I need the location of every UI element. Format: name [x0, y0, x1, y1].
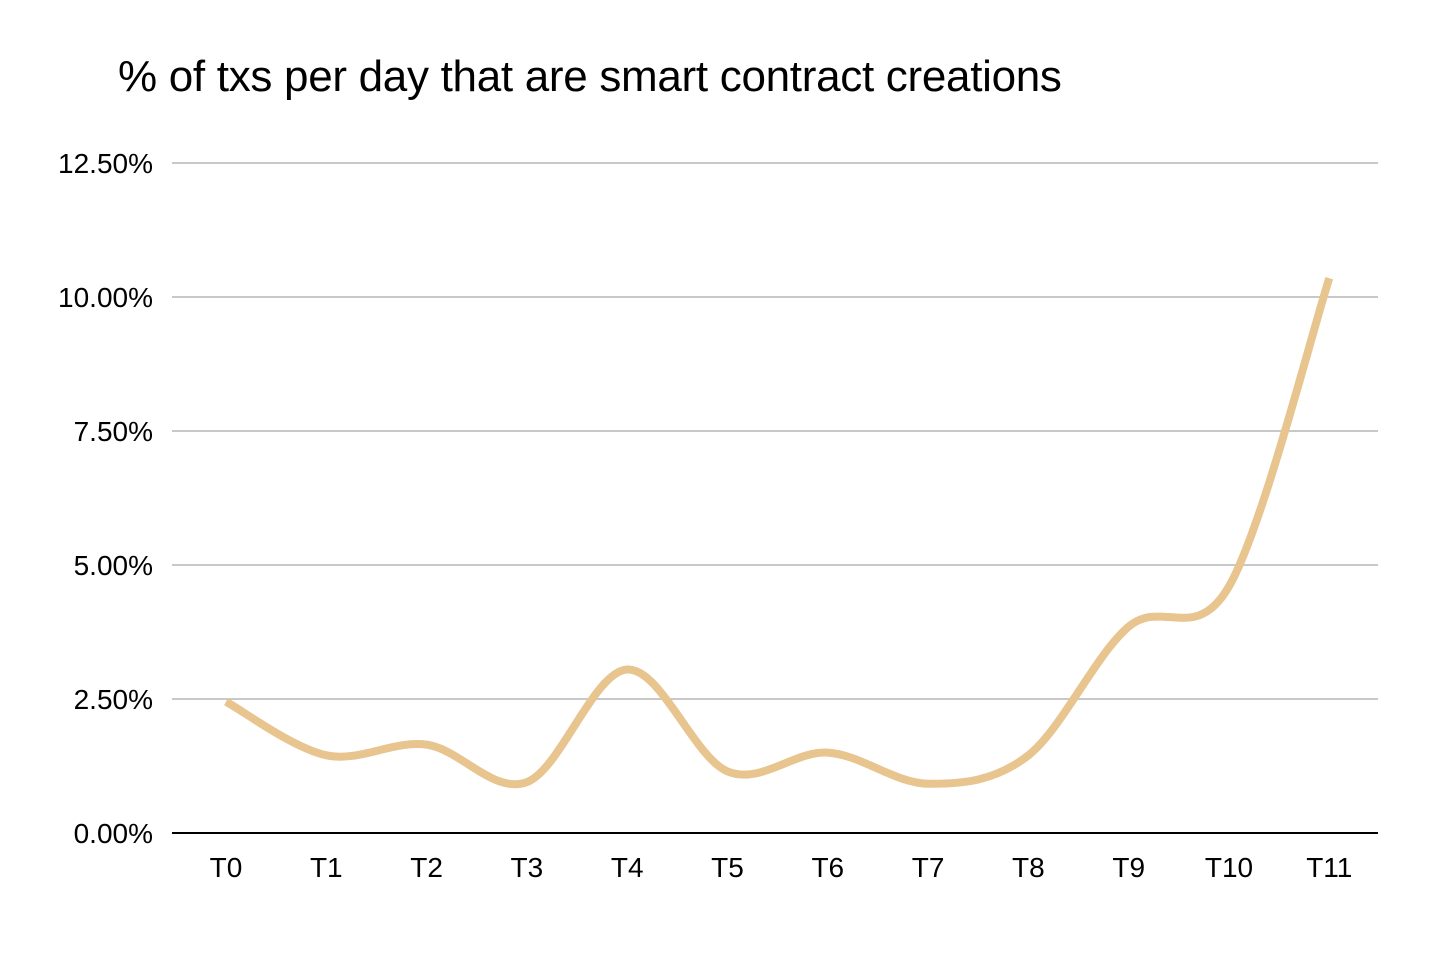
- x-tick-label: T4: [611, 852, 644, 883]
- y-tick-label: 5.00%: [74, 550, 153, 581]
- series-layer: [224, 276, 1334, 789]
- gridlines: [172, 162, 1378, 700]
- x-tick-label: T3: [511, 852, 544, 883]
- y-tick-label: 12.50%: [58, 148, 153, 179]
- x-tick-label: T7: [912, 852, 945, 883]
- x-tick-label: T8: [1012, 852, 1045, 883]
- y-tick-label: 7.50%: [74, 416, 153, 447]
- chart-title: % of txs per day that are smart contract…: [118, 52, 1062, 101]
- y-axis-tick-labels: 0.00% 2.50% 5.00% 7.50% 10.00% 12.50%: [58, 148, 153, 849]
- y-tick-label: 10.00%: [58, 282, 153, 313]
- x-tick-label: T10: [1205, 852, 1253, 883]
- y-tick-label: 2.50%: [74, 684, 153, 715]
- x-tick-label: T5: [711, 852, 744, 883]
- y-tick-label: 0.00%: [74, 818, 153, 849]
- x-tick-label: T2: [410, 852, 443, 883]
- x-tick-label: T11: [1306, 852, 1352, 883]
- x-tick-label: T6: [811, 852, 844, 883]
- x-axis-tick-labels: T0 T1 T2 T3 T4 T5 T6 T7 T8 T9 T10 T11: [210, 852, 1353, 883]
- series-line: [224, 276, 1334, 789]
- x-tick-label: T9: [1112, 852, 1145, 883]
- x-tick-label: T0: [210, 852, 243, 883]
- x-tick-label: T1: [310, 852, 343, 883]
